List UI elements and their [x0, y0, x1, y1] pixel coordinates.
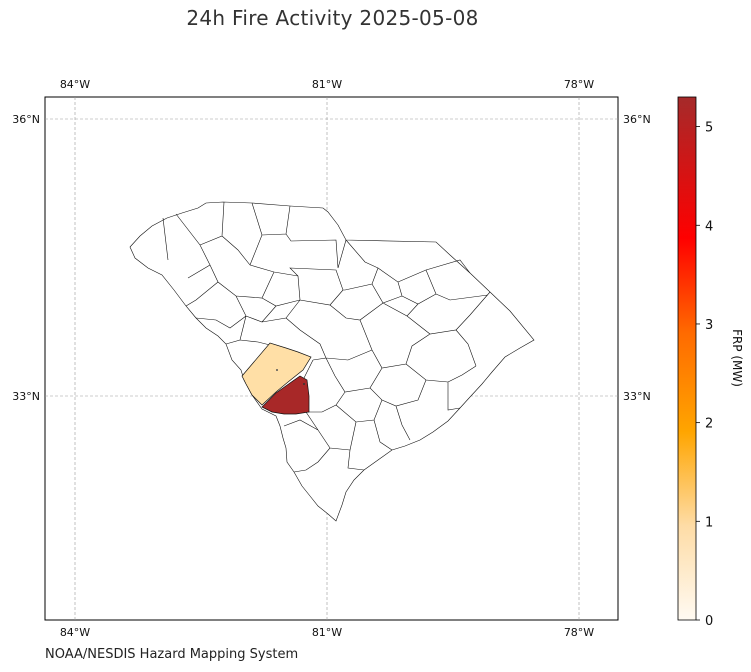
lat-tick-right: 33°N — [623, 390, 651, 403]
lat-tick-left: 33°N — [12, 390, 40, 403]
fire-point — [276, 369, 278, 371]
colorbar-tick-label: 1 — [705, 515, 713, 530]
lat-tick-right: 36°N — [623, 113, 651, 126]
lon-tick-top: 84°W — [60, 78, 90, 91]
lon-tick-bottom: 84°W — [60, 626, 90, 639]
fire-point — [303, 383, 305, 385]
lat-tick-left: 36°N — [12, 113, 40, 126]
colorbar-tick-label: 5 — [705, 121, 713, 136]
colorbar: 0 1 2 3 4 5 FRP (MW) — [677, 96, 744, 629]
colorbar-gradient — [677, 96, 697, 621]
lon-tick-top: 81°W — [312, 78, 342, 91]
lon-tick-top: 78°W — [564, 78, 594, 91]
colorbar-tick-label: 3 — [705, 318, 713, 333]
lon-tick-bottom: 78°W — [564, 626, 594, 639]
chart-title: 24h Fire Activity 2025-05-08 — [186, 6, 479, 30]
colorbar-tick-label: 2 — [705, 417, 713, 432]
lon-tick-bottom: 81°W — [312, 626, 342, 639]
fire-county-a[interactable] — [241, 342, 312, 406]
data-source-credit: NOAA/NESDIS Hazard Mapping System — [45, 647, 299, 662]
colorbar-tick-label: 0 — [705, 614, 713, 629]
colorbar-label: FRP (MW) — [730, 329, 744, 387]
colorbar-tick-label: 4 — [705, 219, 713, 234]
state-map — [129, 201, 535, 522]
state-outline — [129, 201, 535, 522]
fire-county-b[interactable] — [261, 375, 310, 415]
